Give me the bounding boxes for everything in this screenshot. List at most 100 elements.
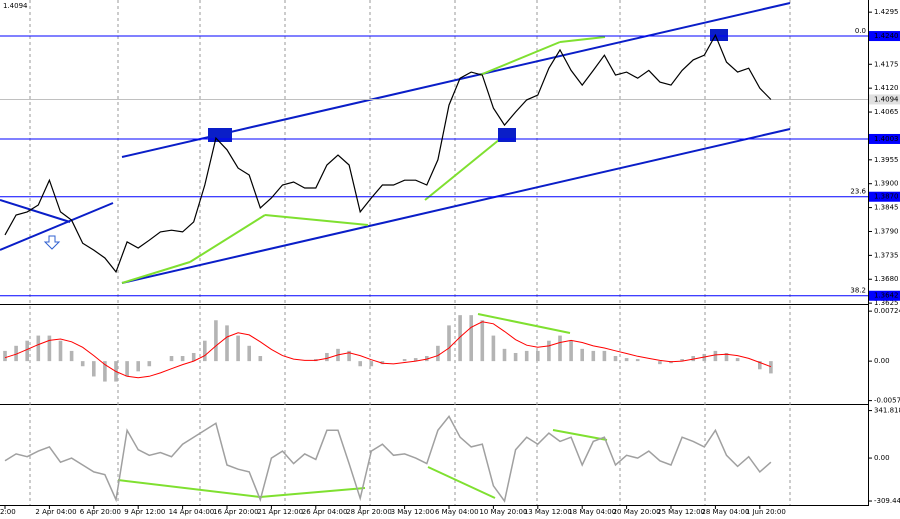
macd-bar xyxy=(180,356,185,362)
x-tick-label: 28 Apr 20:00 xyxy=(346,508,392,516)
macd-bar xyxy=(680,359,684,362)
y-tick-label: 1.3790 xyxy=(874,227,899,235)
fib-label: 0.0 xyxy=(855,27,866,35)
y-tick-label: 1.3955 xyxy=(874,156,899,164)
macd-bar xyxy=(47,335,52,362)
x-tick-label: 13 May 12:00 xyxy=(524,508,572,516)
level-label-bg xyxy=(869,290,900,301)
macd-bar xyxy=(225,325,229,362)
x-tick-label: 16 Apr 20:00 xyxy=(213,508,259,516)
macd-bar xyxy=(602,350,607,362)
level-label: 1.3870 xyxy=(874,193,899,201)
macd-bar xyxy=(36,335,41,362)
macd-bar xyxy=(325,352,329,362)
channel-lower xyxy=(121,128,791,284)
macd-bar xyxy=(624,358,629,362)
divergence xyxy=(479,41,561,76)
x-tick-label: 2:00 xyxy=(0,508,16,516)
macd-bar xyxy=(214,320,218,362)
macd-bar xyxy=(769,361,773,374)
macd-bar xyxy=(203,340,207,362)
y-tick-label: 1.3625 xyxy=(874,299,899,307)
macd-bar xyxy=(480,320,485,362)
divergence xyxy=(117,479,261,498)
y-tick-label: -0.00572 xyxy=(874,397,900,405)
current-price-label: 1.4094 xyxy=(874,95,899,103)
channel-upper xyxy=(121,2,791,158)
period-separators xyxy=(29,0,791,505)
level-label: 1.4240 xyxy=(874,32,899,40)
x-tick-label: 18 May 04:00 xyxy=(568,508,616,516)
macd-bar xyxy=(724,352,729,362)
divergence xyxy=(189,214,266,263)
macd-bar xyxy=(458,315,462,362)
x-tick-label: 14 Apr 04:00 xyxy=(169,508,215,516)
macd-bar xyxy=(613,356,618,362)
divergence xyxy=(559,36,606,43)
divergence xyxy=(259,487,366,498)
macd-bar xyxy=(247,345,251,362)
macd-bar xyxy=(491,335,496,362)
channel-left xyxy=(0,199,71,223)
macd-bar xyxy=(758,361,762,370)
divergence xyxy=(552,429,608,441)
macd-bar xyxy=(358,361,362,367)
y-tick-label: 1.4175 xyxy=(874,60,899,68)
panel-borders xyxy=(0,0,869,506)
macd-bar xyxy=(425,356,429,362)
macd-bar xyxy=(369,361,374,367)
level-label: 1.3642 xyxy=(874,292,899,300)
macd-bar xyxy=(469,315,473,362)
y-tick-label: 341.8184 xyxy=(874,407,900,415)
down-arrow xyxy=(43,235,61,250)
macd-bar xyxy=(513,352,518,362)
x-tick-label: 2 Apr 04:00 xyxy=(35,508,76,516)
macd-bar xyxy=(58,340,63,362)
level-label-bg xyxy=(869,133,900,144)
y-tick-label: 1.4295 xyxy=(874,8,899,16)
macd-bar xyxy=(558,335,562,362)
signal-line xyxy=(4,321,772,379)
x-tick-label: 20 May 20:00 xyxy=(613,508,661,516)
macd-bar xyxy=(569,340,573,362)
y-tick-label: 0.00724 xyxy=(874,307,900,315)
macd-bar xyxy=(547,340,551,362)
y-tick-label: 0.00 xyxy=(874,454,890,462)
macd-bar xyxy=(169,356,174,362)
channel-left xyxy=(0,202,114,251)
signal-box xyxy=(498,128,516,142)
macd-bar xyxy=(702,353,707,362)
x-tick-label: 3 May 12:00 xyxy=(391,508,435,516)
macd-bar xyxy=(3,350,7,362)
level-label-bg xyxy=(869,191,900,202)
x-tick-label: 26 Apr 04:00 xyxy=(302,508,348,516)
current-price-bg xyxy=(869,94,900,105)
macd-bar xyxy=(14,345,18,362)
macd-bar xyxy=(258,356,263,362)
cci-line xyxy=(4,415,772,503)
x-tick-label: 25 May 12:00 xyxy=(657,508,705,516)
macd-bar xyxy=(580,348,584,362)
macd-bar xyxy=(191,352,196,362)
fib-label: 23.6 xyxy=(850,188,866,196)
y-tick-label: 1.3735 xyxy=(874,251,899,259)
macd-bar xyxy=(524,350,529,362)
macd-bar xyxy=(436,345,440,362)
divergence xyxy=(264,214,369,226)
divergence-lines xyxy=(117,36,608,499)
macd-bar xyxy=(402,359,407,362)
fib-label: 38.2 xyxy=(850,287,866,295)
x-tick-label: 6 Apr 20:00 xyxy=(80,508,121,516)
signal-box xyxy=(208,128,232,142)
macd-bar xyxy=(658,361,662,365)
y-tick-label: 1.4065 xyxy=(874,108,899,116)
y-tick-label: 1.3845 xyxy=(874,204,899,212)
divergence xyxy=(477,313,571,334)
macd-bar xyxy=(136,361,140,372)
y-tick-label: 0.00 xyxy=(874,357,890,365)
macd-bar xyxy=(80,361,85,367)
macd-bar xyxy=(447,325,451,362)
